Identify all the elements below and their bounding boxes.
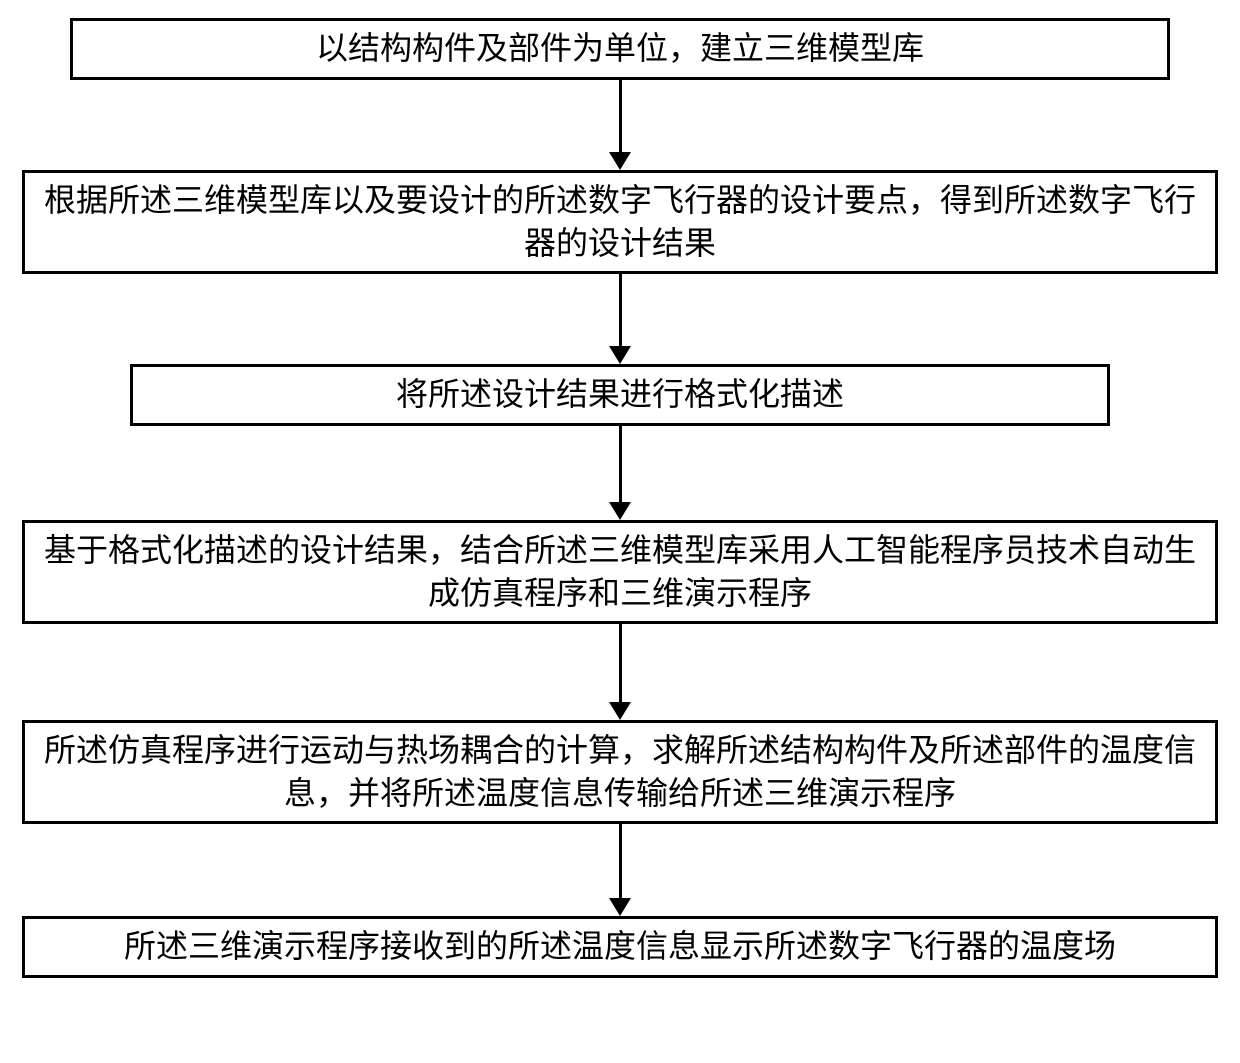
arrow-head-icon — [609, 898, 631, 916]
flow-node-n4: 基于格式化描述的设计结果，结合所述三维模型库采用人工智能程序员技术自动生成仿真程… — [22, 520, 1218, 624]
arrow-head-icon — [609, 702, 631, 720]
arrow-shaft — [619, 624, 622, 702]
flow-node-text: 所述三维演示程序接收到的所述温度信息显示所述数字飞行器的温度场 — [124, 925, 1116, 968]
flow-node-text: 根据所述三维模型库以及要设计的所述数字飞行器的设计要点，得到所述数字飞行器的设计… — [35, 179, 1205, 265]
flow-node-text: 所述仿真程序进行运动与热场耦合的计算，求解所述结构构件及所述部件的温度信息，并将… — [35, 729, 1205, 815]
flow-node-text: 基于格式化描述的设计结果，结合所述三维模型库采用人工智能程序员技术自动生成仿真程… — [35, 529, 1205, 615]
arrow-shaft — [619, 274, 622, 346]
flow-node-n5: 所述仿真程序进行运动与热场耦合的计算，求解所述结构构件及所述部件的温度信息，并将… — [22, 720, 1218, 824]
arrow-shaft — [619, 426, 622, 502]
arrow-head-icon — [609, 346, 631, 364]
flowchart-canvas: 以结构构件及部件为单位，建立三维模型库根据所述三维模型库以及要设计的所述数字飞行… — [0, 0, 1240, 1063]
arrow-head-icon — [609, 152, 631, 170]
flow-node-n1: 以结构构件及部件为单位，建立三维模型库 — [70, 18, 1170, 80]
flow-node-n3: 将所述设计结果进行格式化描述 — [130, 364, 1110, 426]
arrow-shaft — [619, 824, 622, 898]
flow-node-text: 以结构构件及部件为单位，建立三维模型库 — [316, 27, 924, 70]
arrow-head-icon — [609, 502, 631, 520]
arrow-shaft — [619, 80, 622, 152]
flow-node-n2: 根据所述三维模型库以及要设计的所述数字飞行器的设计要点，得到所述数字飞行器的设计… — [22, 170, 1218, 274]
flow-node-n6: 所述三维演示程序接收到的所述温度信息显示所述数字飞行器的温度场 — [22, 916, 1218, 978]
flow-node-text: 将所述设计结果进行格式化描述 — [396, 373, 844, 416]
